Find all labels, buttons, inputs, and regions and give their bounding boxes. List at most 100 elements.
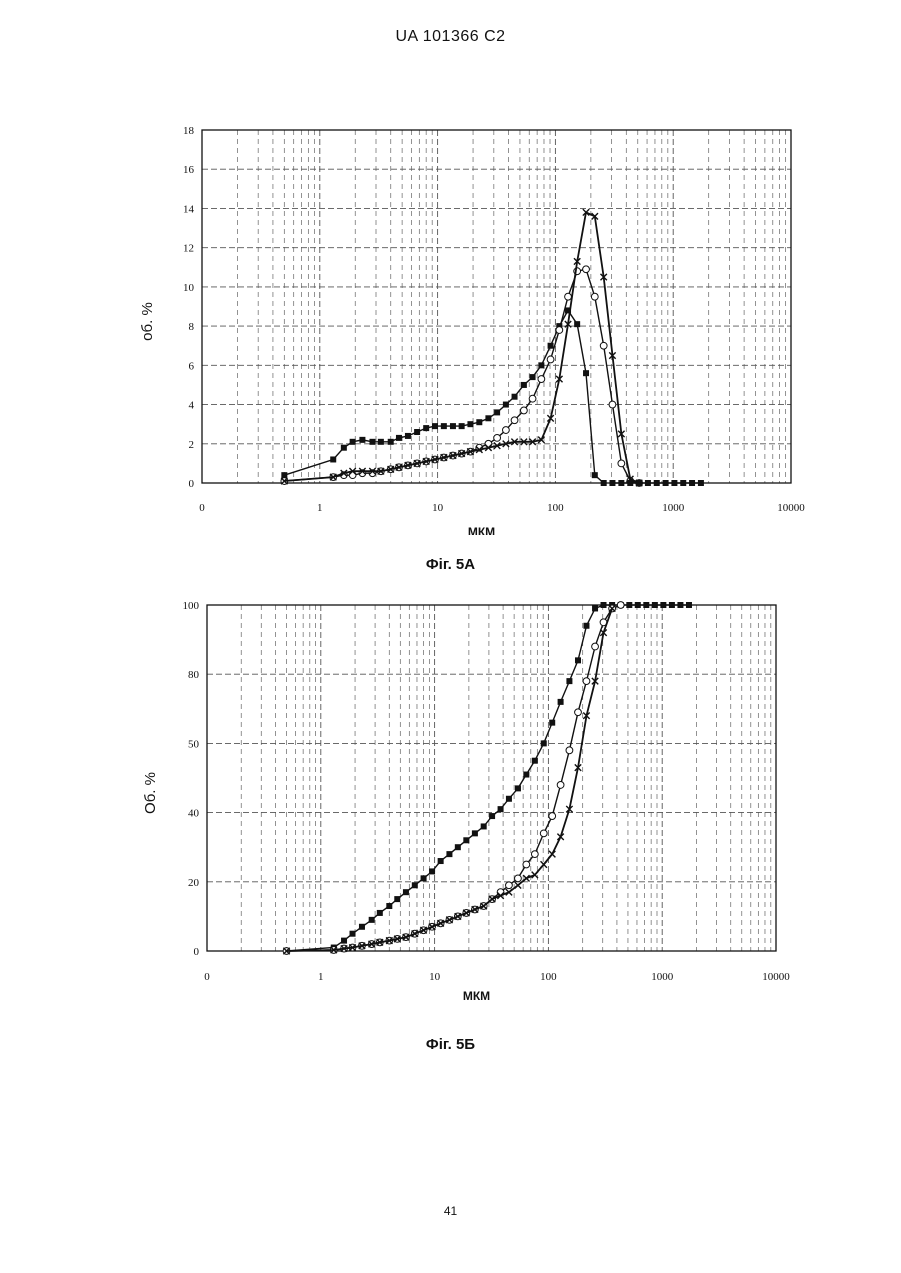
series-line xyxy=(287,605,690,951)
data-point-square xyxy=(541,740,547,746)
data-point-square xyxy=(432,423,438,429)
x-axis-label: МКМ xyxy=(468,525,495,535)
data-point-square xyxy=(583,623,589,629)
data-point-circle xyxy=(502,427,509,434)
data-point-square xyxy=(459,423,465,429)
data-point-circle xyxy=(618,460,625,467)
data-point-square xyxy=(645,480,651,486)
data-point-square xyxy=(660,602,666,608)
data-point-square xyxy=(532,758,538,764)
y-tick-label: 100 xyxy=(183,600,200,612)
data-point-circle xyxy=(583,266,590,273)
data-point-square xyxy=(412,882,418,888)
data-point-square xyxy=(627,480,633,486)
data-point-square xyxy=(506,796,512,802)
data-point-square xyxy=(663,480,669,486)
data-point-circle xyxy=(531,851,538,858)
data-point-square xyxy=(359,924,365,930)
data-point-square xyxy=(636,480,642,486)
data-point-square xyxy=(521,382,527,388)
data-point-circle xyxy=(617,602,624,609)
data-point-square xyxy=(548,343,554,349)
data-point-square xyxy=(446,851,452,857)
data-point-square xyxy=(523,772,529,778)
data-point-square xyxy=(494,409,500,415)
x-tick-label: 10 xyxy=(429,971,441,983)
series-x xyxy=(281,209,642,486)
page-number: 41 xyxy=(0,1204,901,1218)
data-point-square xyxy=(652,602,658,608)
data-point-square xyxy=(643,602,649,608)
data-point-square xyxy=(377,910,383,916)
data-point-square xyxy=(515,785,521,791)
data-point-x xyxy=(515,882,521,888)
data-point-circle xyxy=(520,407,527,414)
y-tick-label: 18 xyxy=(183,125,195,137)
data-point-square xyxy=(441,423,447,429)
y-tick-label: 50 xyxy=(188,738,200,750)
data-point-circle xyxy=(566,747,573,754)
data-point-square xyxy=(341,938,347,944)
series-square xyxy=(284,602,692,954)
data-point-square xyxy=(549,720,555,726)
data-point-square xyxy=(438,858,444,864)
data-point-square xyxy=(359,437,365,443)
y-tick-label: 2 xyxy=(189,439,195,451)
y-tick-label: 10 xyxy=(183,282,195,294)
caption-fig-5b: Фіг. 5Б xyxy=(0,1036,901,1053)
data-point-square xyxy=(601,602,607,608)
data-point-square xyxy=(378,439,384,445)
data-point-square xyxy=(566,678,572,684)
data-point-square xyxy=(350,439,356,445)
data-point-square xyxy=(423,425,429,431)
x-tick-label: 1 xyxy=(317,502,323,514)
data-point-square xyxy=(671,480,677,486)
data-point-square xyxy=(350,931,356,937)
data-point-circle xyxy=(494,434,501,441)
data-point-square xyxy=(414,429,420,435)
x-tick-label: 0 xyxy=(204,971,210,983)
data-point-square xyxy=(689,480,695,486)
x-tick-label: 10000 xyxy=(762,971,790,983)
y-axis-label: об. % xyxy=(139,302,156,341)
data-point-square xyxy=(677,602,683,608)
data-point-square xyxy=(369,917,375,923)
data-point-square xyxy=(669,602,675,608)
data-point-square xyxy=(485,415,491,421)
x-axis-label: МКМ xyxy=(463,989,490,1003)
data-point-square xyxy=(396,435,402,441)
data-point-circle xyxy=(540,830,547,837)
series-circle xyxy=(283,602,624,955)
data-point-square xyxy=(626,602,632,608)
x-tick-label: 100 xyxy=(547,502,564,514)
x-tick-label: 0 xyxy=(199,502,205,514)
x-tick-label: 10 xyxy=(432,502,444,514)
data-point-square xyxy=(575,657,581,663)
data-point-square xyxy=(538,362,544,368)
caption-fig-5a: Фіг. 5А xyxy=(0,556,901,573)
y-tick-label: 12 xyxy=(183,243,194,255)
data-point-square xyxy=(489,813,495,819)
data-point-square xyxy=(592,605,598,611)
y-tick-label: 8 xyxy=(189,321,195,333)
data-point-square xyxy=(498,806,504,812)
data-point-square xyxy=(450,423,456,429)
data-point-circle xyxy=(592,643,599,650)
data-point-x xyxy=(549,851,555,857)
y-tick-label: 20 xyxy=(188,877,200,889)
series-x xyxy=(283,605,615,954)
data-point-square xyxy=(463,837,469,843)
grid xyxy=(202,130,791,483)
data-point-circle xyxy=(549,813,556,820)
data-point-circle xyxy=(575,709,582,716)
data-point-square xyxy=(654,480,660,486)
data-point-square xyxy=(698,480,704,486)
y-tick-label: 16 xyxy=(183,164,195,176)
data-point-circle xyxy=(565,293,572,300)
x-tick-label: 1 xyxy=(318,971,324,983)
data-point-square xyxy=(405,433,411,439)
y-axis-label: Об. % xyxy=(142,772,159,814)
data-point-square xyxy=(455,844,461,850)
y-tick-label: 0 xyxy=(194,946,200,958)
x-tick-label: 10000 xyxy=(777,502,805,514)
